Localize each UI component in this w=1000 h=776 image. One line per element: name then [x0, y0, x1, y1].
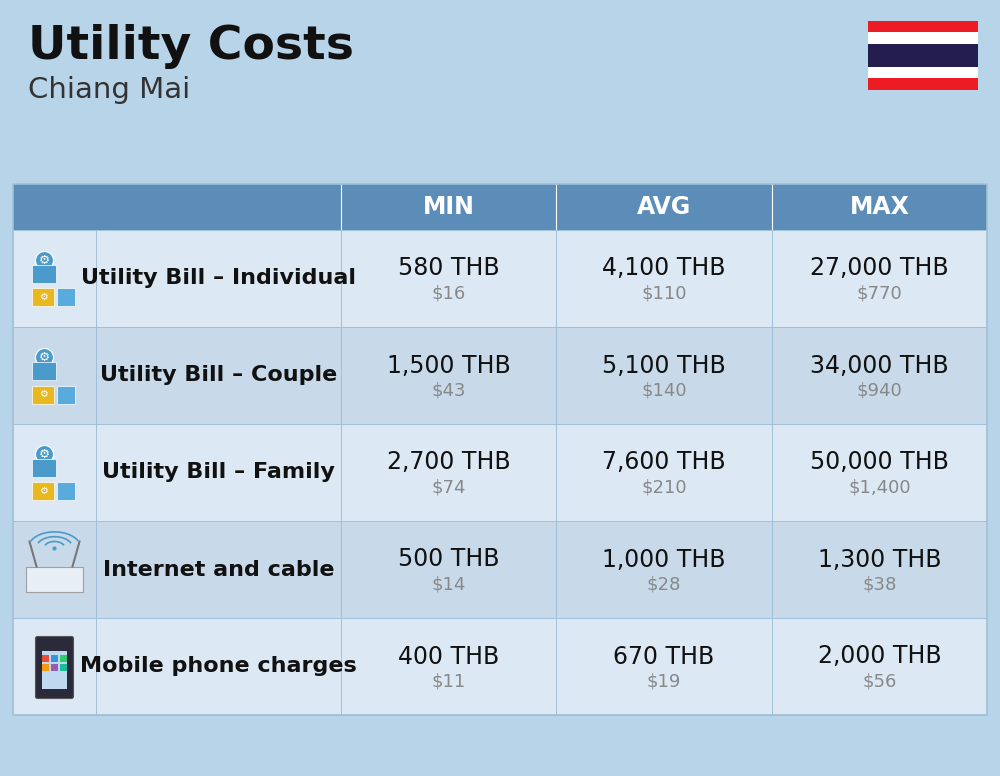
- Text: 670 THB: 670 THB: [613, 645, 715, 668]
- Text: 1,300 THB: 1,300 THB: [818, 548, 941, 571]
- Text: 400 THB: 400 THB: [398, 645, 499, 668]
- Bar: [32, 289, 54, 307]
- Text: MIN: MIN: [423, 195, 475, 219]
- Text: $210: $210: [641, 479, 687, 497]
- Bar: [13, 327, 987, 424]
- Bar: [13, 424, 987, 521]
- Bar: [868, 33, 978, 44]
- Text: 27,000 THB: 27,000 THB: [810, 257, 949, 280]
- Text: ⚙: ⚙: [39, 390, 48, 400]
- Text: $38: $38: [862, 576, 897, 594]
- Text: Internet and cable: Internet and cable: [103, 559, 334, 580]
- Text: 2,000 THB: 2,000 THB: [818, 645, 941, 668]
- Bar: [13, 618, 987, 715]
- Text: $14: $14: [431, 576, 466, 594]
- Text: Mobile phone charges: Mobile phone charges: [80, 656, 357, 677]
- Bar: [868, 67, 978, 78]
- Text: 4,100 THB: 4,100 THB: [602, 257, 726, 280]
- Bar: [868, 21, 978, 33]
- Text: $11: $11: [432, 673, 466, 691]
- Text: $140: $140: [641, 382, 687, 400]
- Circle shape: [36, 251, 53, 269]
- Bar: [51, 655, 58, 662]
- Bar: [13, 230, 987, 327]
- Text: $56: $56: [862, 673, 897, 691]
- Text: 1,500 THB: 1,500 THB: [387, 354, 511, 377]
- Text: $74: $74: [431, 479, 466, 497]
- Text: 1,000 THB: 1,000 THB: [602, 548, 726, 571]
- Text: 580 THB: 580 THB: [398, 257, 499, 280]
- Text: 7,600 THB: 7,600 THB: [602, 451, 726, 474]
- Circle shape: [36, 348, 53, 366]
- Text: $19: $19: [647, 673, 681, 691]
- Text: $110: $110: [641, 285, 687, 303]
- Text: Utility Bill – Individual: Utility Bill – Individual: [81, 268, 356, 289]
- Bar: [32, 459, 56, 477]
- Text: ⚙: ⚙: [39, 293, 48, 303]
- Bar: [868, 44, 978, 67]
- Text: AVG: AVG: [637, 195, 691, 219]
- Text: $1,400: $1,400: [848, 479, 911, 497]
- Text: Utility Costs: Utility Costs: [28, 24, 354, 69]
- Text: MAX: MAX: [849, 195, 909, 219]
- Bar: [42, 664, 49, 670]
- Bar: [60, 664, 67, 670]
- Circle shape: [36, 445, 53, 463]
- Bar: [57, 386, 75, 404]
- Text: $28: $28: [647, 576, 681, 594]
- Bar: [13, 184, 987, 715]
- Text: 2,700 THB: 2,700 THB: [387, 451, 510, 474]
- Text: 50,000 THB: 50,000 THB: [810, 451, 949, 474]
- Text: ⚙: ⚙: [39, 351, 50, 364]
- Bar: [51, 664, 58, 670]
- Text: Utility Bill – Family: Utility Bill – Family: [102, 462, 335, 483]
- Text: $940: $940: [856, 382, 902, 400]
- Text: ⚙: ⚙: [39, 254, 50, 267]
- Bar: [42, 650, 66, 688]
- Text: 34,000 THB: 34,000 THB: [810, 354, 949, 377]
- Text: $16: $16: [432, 285, 466, 303]
- Text: Chiang Mai: Chiang Mai: [28, 76, 190, 104]
- Bar: [57, 483, 75, 501]
- Bar: [26, 566, 82, 591]
- Text: Utility Bill – Couple: Utility Bill – Couple: [100, 365, 337, 386]
- Bar: [32, 265, 56, 283]
- Bar: [868, 78, 978, 90]
- Bar: [13, 521, 987, 618]
- Bar: [42, 655, 49, 662]
- Text: 5,100 THB: 5,100 THB: [602, 354, 726, 377]
- Text: $43: $43: [431, 382, 466, 400]
- Bar: [32, 362, 56, 380]
- Bar: [13, 184, 987, 230]
- Bar: [60, 655, 67, 662]
- Bar: [57, 289, 75, 307]
- Text: ⚙: ⚙: [39, 448, 50, 461]
- Text: 500 THB: 500 THB: [398, 548, 499, 571]
- Bar: [32, 483, 54, 501]
- Text: $770: $770: [856, 285, 902, 303]
- Text: ⚙: ⚙: [39, 487, 48, 497]
- Bar: [32, 386, 54, 404]
- FancyBboxPatch shape: [35, 636, 73, 698]
